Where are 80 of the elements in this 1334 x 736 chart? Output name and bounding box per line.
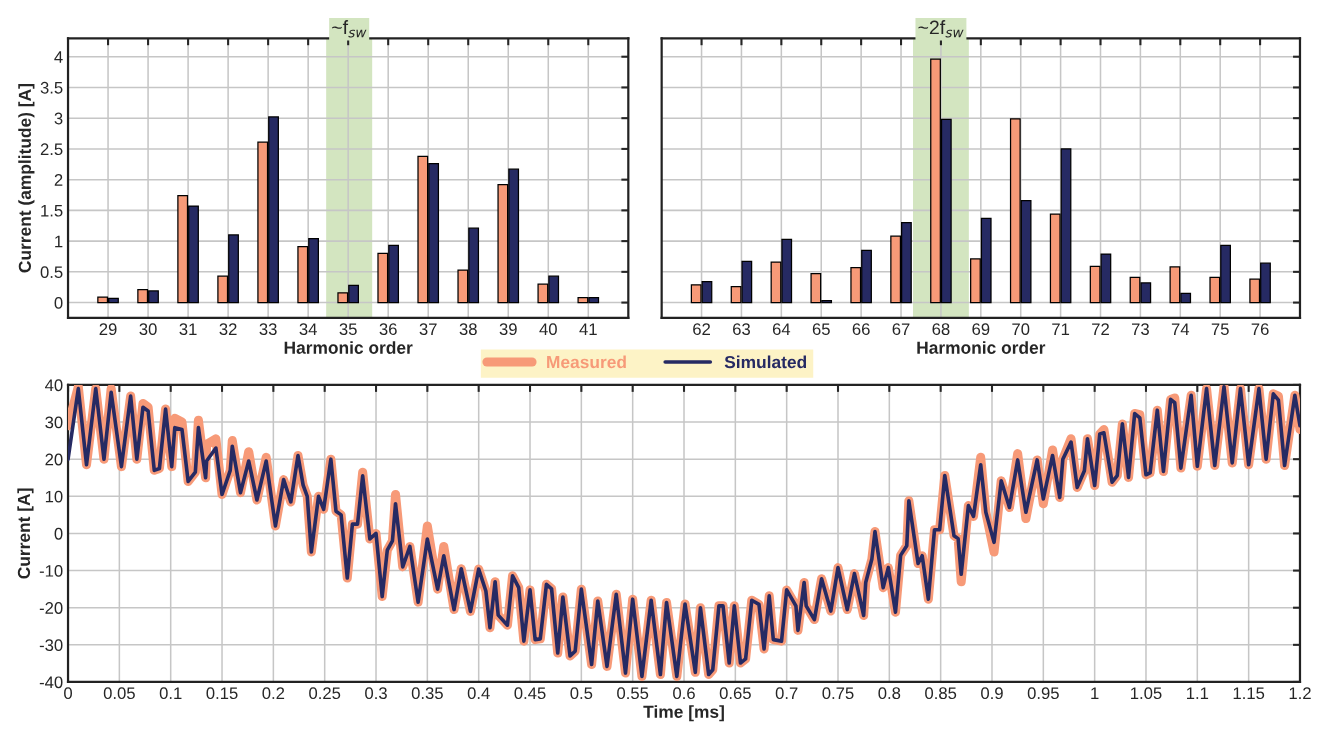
y-tick-label: 0.5 bbox=[40, 266, 63, 279]
x-tick-label: 33 bbox=[259, 323, 277, 336]
x-tick-label: 0.45 bbox=[514, 687, 546, 700]
y-tick-label: 40 bbox=[45, 379, 63, 392]
x-tick-label: 1.1 bbox=[1187, 687, 1209, 699]
x-tick-label: 63 bbox=[733, 323, 750, 336]
x-tick-label: 29 bbox=[99, 323, 117, 336]
x-tick-label: 40 bbox=[539, 323, 557, 336]
y-axis-title: Current (amplitude) [A] bbox=[18, 84, 35, 273]
y-tick-label: 4 bbox=[54, 51, 63, 63]
x-tick-label: 31 bbox=[179, 323, 197, 336]
x-tick-label: 0.75 bbox=[822, 687, 854, 700]
y-tick-label: 2.5 bbox=[40, 143, 63, 156]
x-tick-label: 0.55 bbox=[617, 687, 649, 700]
y-tick-label: 0 bbox=[54, 296, 63, 309]
y-tick-label: -10 bbox=[39, 564, 63, 577]
x-tick-label: 0.15 bbox=[206, 687, 238, 700]
x-tick-label: 0.35 bbox=[411, 687, 443, 700]
y-tick-label: 30 bbox=[45, 416, 63, 429]
y-tick-label: 3 bbox=[54, 112, 63, 125]
band-label: ~2f$_{sw}$ bbox=[918, 20, 964, 38]
x-tick-label: 0.65 bbox=[719, 687, 751, 700]
x-tick-label: 74 bbox=[1171, 323, 1190, 335]
y-axis-title: Current [A] bbox=[17, 488, 34, 579]
x-tick-label: 32 bbox=[219, 323, 237, 336]
x-tick-label: 0.7 bbox=[775, 687, 798, 700]
x-axis-title: Time [ms] bbox=[643, 705, 724, 722]
y-tick-label: -40 bbox=[39, 676, 63, 689]
x-tick-label: 75 bbox=[1211, 323, 1229, 336]
x-tick-label: 69 bbox=[972, 323, 990, 336]
y-tick-label: -30 bbox=[39, 639, 63, 652]
y-tick-label: 0 bbox=[54, 527, 63, 540]
x-tick-label: 0.9 bbox=[981, 687, 1003, 700]
x-tick-label: 37 bbox=[419, 323, 437, 336]
x-tick-label: 0.8 bbox=[878, 687, 901, 700]
x-tick-label: 0.25 bbox=[309, 687, 341, 700]
y-tick-label: 10 bbox=[45, 490, 63, 503]
y-tick-label: 20 bbox=[45, 453, 63, 466]
y-tick-label: 1.5 bbox=[41, 204, 63, 217]
x-tick-label: 76 bbox=[1251, 323, 1269, 336]
x-tick-label: 0.85 bbox=[925, 687, 957, 700]
x-axis-title: Harmonic order bbox=[284, 341, 413, 354]
x-tick-label: 35 bbox=[339, 323, 357, 336]
x-tick-label: 30 bbox=[139, 323, 157, 336]
x-tick-label: 1.2 bbox=[1289, 687, 1311, 699]
x-tick-label: 39 bbox=[499, 323, 517, 336]
y-tick-label: 1 bbox=[55, 235, 63, 248]
x-tick-label: 0.2 bbox=[262, 687, 285, 700]
x-tick-label: 38 bbox=[459, 323, 477, 336]
x-tick-label: 65 bbox=[812, 323, 830, 336]
x-tick-label: 71 bbox=[1052, 323, 1070, 335]
x-tick-label: 0.5 bbox=[570, 687, 593, 700]
y-tick-label: 2 bbox=[54, 174, 63, 186]
x-tick-label: 62 bbox=[693, 323, 710, 336]
x-tick-label: 66 bbox=[852, 323, 870, 336]
x-tick-label: 36 bbox=[379, 323, 397, 336]
x-tick-label: 1.05 bbox=[1131, 687, 1162, 700]
y-tick-label: -20 bbox=[39, 602, 63, 614]
band-label: ~f$_{sw}$ bbox=[332, 20, 367, 38]
x-tick-label: 73 bbox=[1131, 323, 1149, 336]
x-axis-title: Harmonic order bbox=[917, 341, 1046, 354]
x-tick-label: 0.95 bbox=[1027, 687, 1059, 700]
x-tick-label: 1.15 bbox=[1233, 687, 1265, 700]
x-tick-label: 0.1 bbox=[159, 687, 182, 700]
x-tick-label: 0.6 bbox=[673, 687, 695, 700]
x-tick-label: 41 bbox=[579, 323, 597, 335]
x-tick-label: 0.3 bbox=[365, 687, 387, 700]
legend-label: Simulated bbox=[724, 355, 807, 369]
x-tick-label: 0.05 bbox=[103, 687, 135, 700]
x-tick-label: 0.4 bbox=[467, 687, 490, 700]
x-tick-label: 34 bbox=[299, 323, 317, 336]
x-tick-label: 1 bbox=[1091, 687, 1099, 699]
legend-label: Measured bbox=[547, 355, 626, 369]
y-tick-label: 3.5 bbox=[40, 81, 63, 94]
x-tick-label: 67 bbox=[892, 323, 910, 336]
x-tick-label: 0 bbox=[64, 687, 73, 700]
x-tick-label: 70 bbox=[1012, 323, 1030, 336]
x-tick-label: 64 bbox=[772, 323, 791, 336]
x-tick-label: 72 bbox=[1092, 323, 1109, 335]
x-tick-label: 68 bbox=[932, 323, 950, 336]
